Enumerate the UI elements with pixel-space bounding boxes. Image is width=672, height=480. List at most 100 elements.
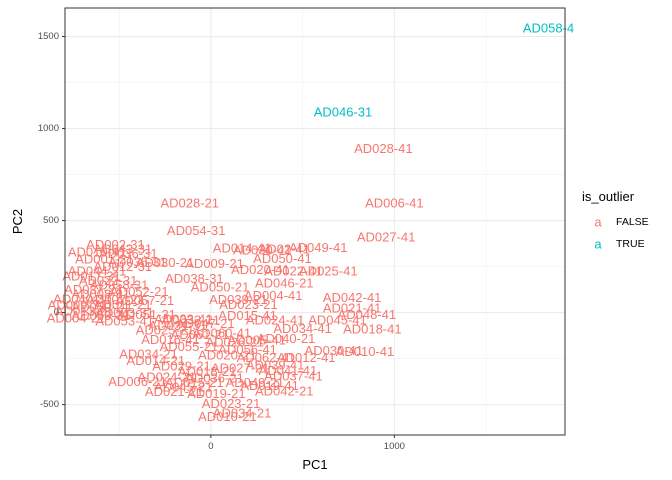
point-label: AD036-31 — [99, 246, 158, 261]
point-label: AD005-41 — [227, 333, 286, 348]
point-label: AD054-31 — [167, 223, 226, 238]
point-label: AD052-21 — [110, 284, 169, 299]
point-label: AD014-21 — [127, 353, 186, 368]
point-label: AD003-31 — [95, 305, 154, 320]
point-label: AD015-41 — [218, 308, 277, 323]
point-label: AD027-21 — [211, 360, 270, 375]
point-label: AD030-21 — [136, 255, 195, 270]
point-label: AD046-21 — [255, 275, 314, 290]
point-label: AD010-21 — [198, 409, 257, 424]
point-label: AD043-31 — [94, 242, 153, 257]
data-labels: AD058-4 AD046-31 AD028-41 AD028-21 AD006-41 A… — [47, 21, 574, 424]
point-label: AD009-31 — [48, 298, 107, 313]
point-label: AD018-41 — [343, 322, 402, 337]
point-label: AD017-31 — [62, 268, 121, 283]
point-label: AD024-41 — [246, 312, 305, 327]
point-label: AD013-21 — [55, 303, 114, 318]
point-label: AD010-41 — [68, 244, 127, 259]
point-label: AD014-41 — [213, 241, 272, 256]
point-label: AD056-41 — [218, 342, 277, 357]
point-label: AD023-21 — [219, 297, 278, 312]
point-label: AD063-31 — [72, 308, 131, 323]
y-tick-label: 0 — [54, 307, 59, 318]
point-label: AD027-41 — [357, 229, 416, 244]
point-label: AD034-21 — [119, 347, 178, 362]
point-label: AD020-21 — [198, 347, 257, 362]
point-label: AD021-21 — [145, 384, 204, 399]
point-label: AD025-41 — [299, 264, 358, 279]
point-label: AD055-21 — [160, 339, 219, 354]
point-label: AD058-31 — [90, 277, 149, 292]
point-label: AD002-31 — [86, 237, 145, 252]
plot-area: AD058-4 AD046-31 AD028-41 AD028-21 AD006-41 A… — [47, 7, 574, 436]
legend-key-glyph: a — [594, 237, 602, 252]
point-label: AD041-41 — [259, 363, 318, 378]
point-label: AD057-21 — [116, 293, 175, 308]
point-label: AD019-21 — [187, 386, 246, 401]
point-label: AD039-21 — [209, 292, 268, 307]
legend-entry-label: TRUE — [616, 238, 645, 250]
point-label: AD028-41 — [354, 141, 413, 156]
legend: is_outlier a FALSE a TRUE — [582, 189, 649, 252]
point-label: AD028-21 — [160, 196, 219, 211]
point-label: AD001-21 — [75, 252, 134, 267]
point-label: AD036-21 — [185, 370, 244, 385]
point-label: AD026-21 — [205, 335, 264, 350]
point-label: AD042-21 — [255, 383, 314, 398]
point-label: AD039-41 — [246, 358, 305, 373]
point-label: AD031-31 — [149, 318, 208, 333]
point-label: AD015-21 — [165, 375, 224, 390]
point-label: AD008-31 — [72, 287, 131, 302]
y-axis: -500 0 500 1000 1500 — [38, 31, 65, 410]
point-label: AD059-21 — [72, 300, 131, 315]
point-label: AD034-41 — [273, 321, 332, 336]
point-label: AD045-21 — [154, 380, 213, 395]
point-label: AD004-41 — [244, 288, 303, 303]
point-label: AD050-41 — [253, 251, 312, 266]
x-tick-label: 1000 — [384, 441, 405, 452]
point-label: AD024-21 — [138, 370, 197, 385]
point-label: AD018-21 — [178, 364, 237, 379]
point-label: AD030-41 — [233, 243, 292, 258]
panel-border — [64, 7, 566, 436]
y-tick-label: 1000 — [38, 123, 59, 134]
point-label: AD011-21 — [94, 297, 152, 312]
point-label: AD030-41 — [305, 343, 364, 358]
point-label: AD038-31 — [165, 271, 224, 286]
point-label: AD016-41 — [141, 332, 200, 347]
point-label: AD023-21 — [202, 396, 261, 411]
point-label: AD006-41 — [365, 196, 424, 211]
point-label: AD006-21 — [108, 374, 167, 389]
legend-entry-label: FALSE — [616, 216, 649, 228]
point-label: AD021-41 — [323, 301, 382, 316]
point-label-outlier: AD046-31 — [314, 104, 373, 119]
point-label: AD032-21 — [161, 312, 220, 327]
point-label: AD045-41 — [308, 312, 367, 327]
point-label: AD033-41 — [154, 312, 213, 327]
point-label: AD048-41 — [338, 307, 397, 322]
point-label: AD022-41 — [264, 264, 323, 279]
y-tick-label: -500 — [40, 399, 59, 410]
point-label: AD037-41 — [264, 369, 323, 384]
point-label: AD02-41 — [259, 242, 310, 257]
point-label: AD037-21 — [64, 282, 123, 297]
point-label: AD022-31 — [79, 273, 138, 288]
point-label-outlier: AD058-4 — [523, 21, 574, 36]
point-label: AD044-21 — [68, 264, 127, 279]
point-label: AD004-21 — [47, 311, 106, 326]
point-label: AD012-31 — [94, 259, 153, 274]
point-label: AD051-31 — [117, 307, 176, 322]
point-label: AD049-41 — [289, 240, 348, 255]
y-axis-title: PC2 — [10, 209, 25, 234]
point-label: AD034-21 — [213, 405, 272, 420]
point-label: AD040-31 — [53, 291, 112, 306]
point-label: AD042-41 — [323, 290, 382, 305]
grid-major — [65, 8, 565, 435]
point-label: AD010-41 — [336, 344, 395, 359]
point-label: AD020-41 — [231, 262, 290, 277]
legend-key-glyph: a — [594, 215, 602, 230]
y-tick-label: 1500 — [38, 31, 59, 42]
point-label: AD029-21 — [152, 358, 211, 373]
point-label: AD009-21 — [185, 256, 244, 271]
